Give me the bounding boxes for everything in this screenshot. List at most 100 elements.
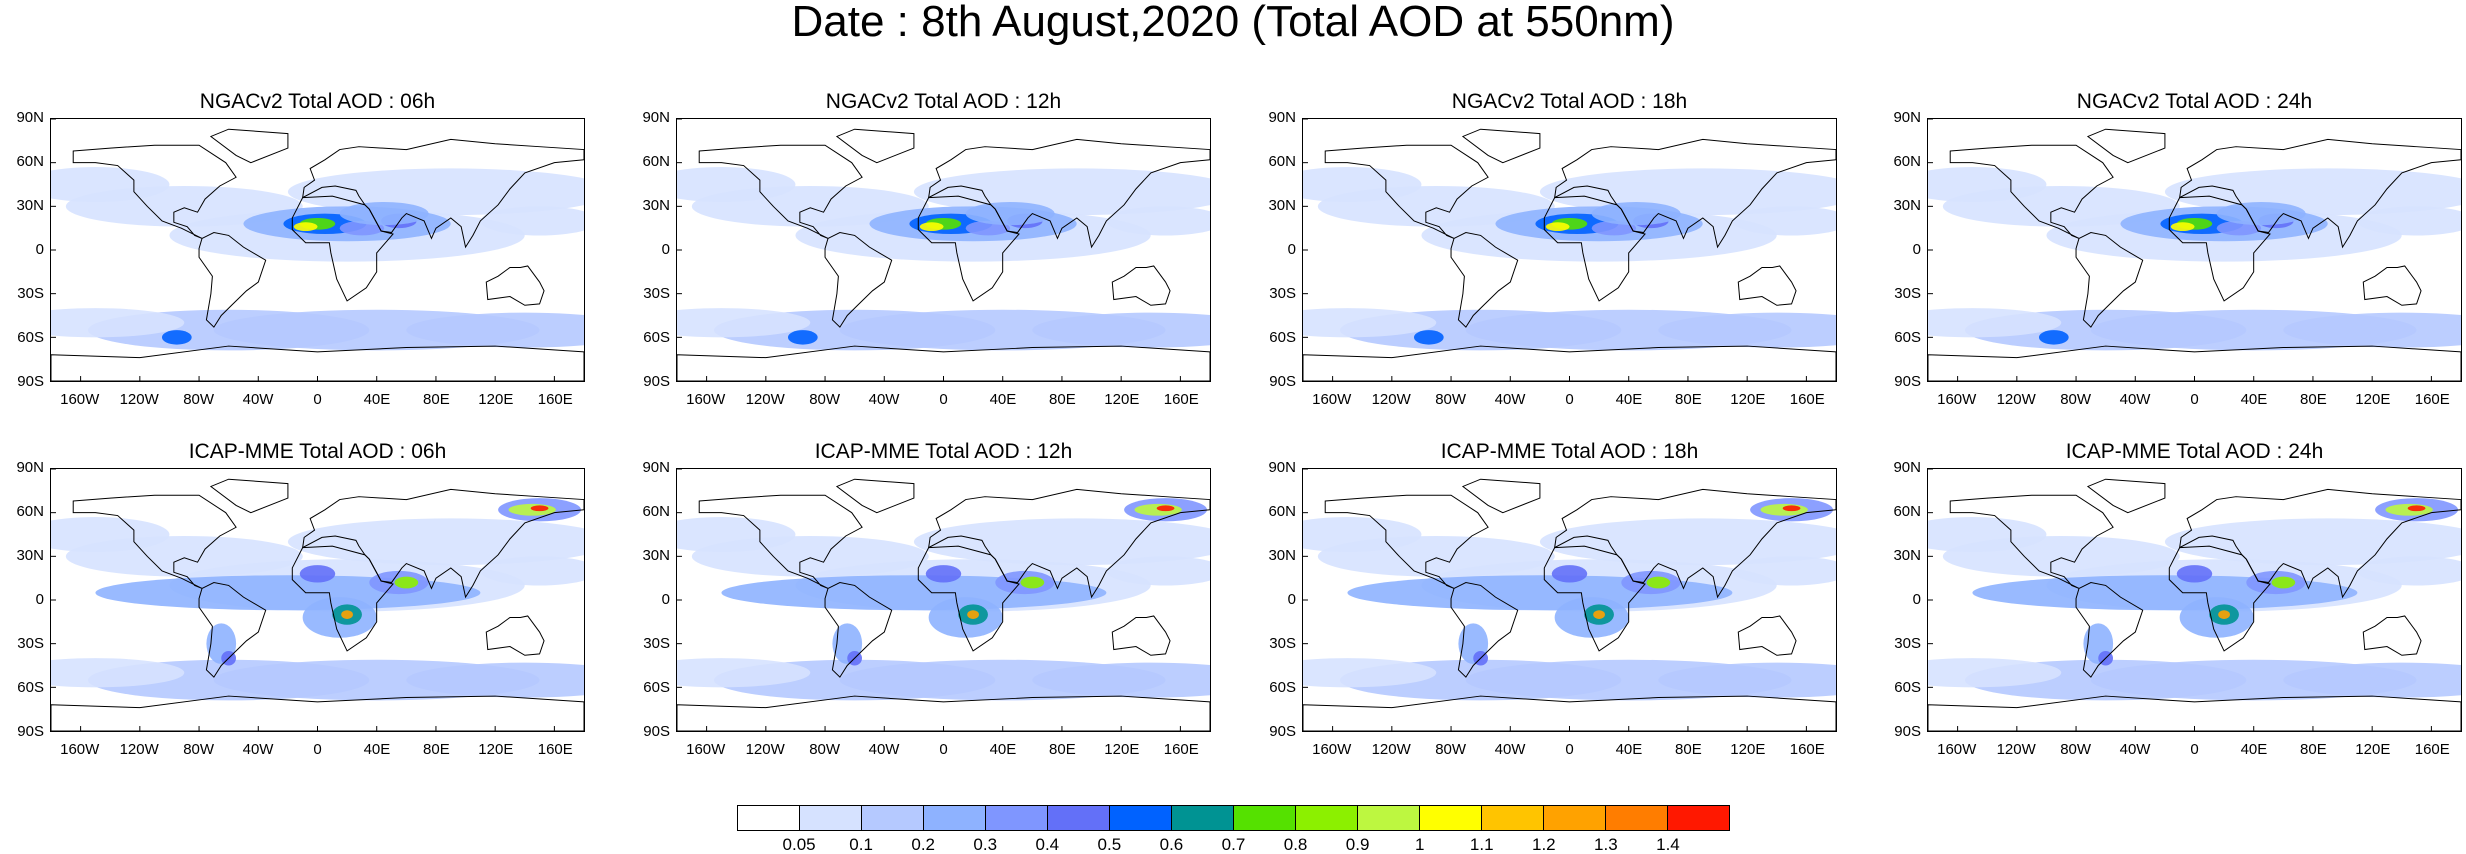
latitude-tick-label: 90N [642, 109, 670, 126]
world-map [676, 118, 1211, 382]
latitude-tick-label: 60N [1893, 503, 1921, 520]
latitude-tick-label: 30N [1893, 197, 1921, 214]
colorbar-tick-label: 0.1 [849, 835, 873, 854]
longitude-tick-label: 80W [1435, 391, 1467, 408]
panel-title: ICAP-MME Total AOD : 18h [1440, 440, 1699, 463]
world-map [50, 118, 585, 382]
longitude-tick-label: 0 [1565, 391, 1574, 408]
colorbar-tick-label: 0.7 [1221, 835, 1246, 854]
latitude-tick-label: 60N [1268, 503, 1296, 520]
longitude-tick-label: 120E [478, 391, 514, 408]
panel-title: NGACv2 Total AOD : 12h [825, 90, 1062, 113]
longitude-tick-label: 40W [1494, 741, 1526, 758]
panel-title: NGACv2 Total AOD : 06h [199, 90, 436, 113]
colorbar-tick-label: 0.4 [1035, 835, 1060, 854]
colorbar-swatch [862, 806, 924, 830]
longitude-tick-label: 120W [1996, 391, 2036, 408]
longitude-tick-label: 0 [2190, 741, 2199, 758]
longitude-tick-label: 160W [1312, 391, 1352, 408]
latitude-tick-label: 90S [1894, 373, 1921, 390]
longitude-tick-label: 80W [183, 741, 215, 758]
longitude-tick-label: 40E [363, 741, 391, 758]
colorbar-tick-label: 1.2 [1531, 835, 1556, 854]
longitude-tick-label: 0 [939, 741, 948, 758]
longitude-tick-label: 40W [242, 391, 274, 408]
latitude-tick-label: 60N [16, 503, 44, 520]
colorbar-tick-label: 0.5 [1097, 835, 1122, 854]
colorbar-swatch [1296, 806, 1358, 830]
latitude-tick-label: 60S [1269, 679, 1296, 696]
longitude-tick-label: 160W [1312, 741, 1352, 758]
panel-title: ICAP-MME Total AOD : 24h [2065, 440, 2324, 463]
longitude-tick-label: 160E [1789, 391, 1825, 408]
colorbar-swatch [800, 806, 862, 830]
map-panel-ngacv2-24h: NGACv2 Total AOD : 24h 90N 60N 30N 0 30S 60S 90… [1887, 90, 2462, 420]
longitude-tick-label: 80E [2300, 391, 2327, 408]
latitude-tick-label: 30N [642, 547, 670, 564]
panel-title: ICAP-MME Total AOD : 06h [188, 440, 447, 463]
latitude-tick-label: 30S [17, 285, 44, 302]
longitude-tick-label: 80W [183, 391, 215, 408]
latitude-tick-label: 60N [1268, 153, 1296, 170]
latitude-tick-label: 90N [16, 109, 44, 126]
latitude-tick-label: 90S [1894, 723, 1921, 740]
longitude-tick-label: 120E [478, 741, 514, 758]
longitude-tick-label: 0 [939, 391, 948, 408]
colorbar-tick-label: 1.3 [1594, 835, 1618, 854]
latitude-tick-label: 30S [17, 635, 44, 652]
longitude-tick-label: 80E [1675, 741, 1702, 758]
latitude-tick-label: 30N [16, 197, 44, 214]
latitude-tick-label: 30N [1268, 547, 1296, 564]
longitude-tick-label: 80W [2060, 391, 2092, 408]
longitude-tick-label: 120E [2355, 741, 2391, 758]
longitude-tick-label: 80W [1435, 741, 1467, 758]
longitude-tick-label: 40W [242, 741, 274, 758]
longitude-tick-label: 120W [745, 391, 785, 408]
colorbar-swatch [1544, 806, 1606, 830]
longitude-tick-label: 80E [1049, 391, 1076, 408]
longitude-tick-label: 80W [2060, 741, 2092, 758]
longitude-tick-label: 0 [313, 741, 322, 758]
latitude-tick-label: 60N [1893, 153, 1921, 170]
longitude-tick-label: 120E [1730, 741, 1766, 758]
latitude-tick-label: 90S [17, 373, 44, 390]
latitude-tick-label: 0 [1287, 591, 1296, 608]
panel-title: NGACv2 Total AOD : 24h [2076, 90, 2313, 113]
colorbar-swatch [1172, 806, 1234, 830]
longitude-tick-label: 160E [1163, 391, 1199, 408]
colorbar-tick-label: 0.8 [1283, 835, 1308, 854]
longitude-tick-label: 80E [1049, 741, 1076, 758]
longitude-tick-label: 40W [868, 741, 900, 758]
latitude-tick-label: 0 [1287, 241, 1296, 258]
colorbar-tick-label: 0.9 [1345, 835, 1370, 854]
latitude-tick-label: 60S [17, 679, 44, 696]
world-map [676, 468, 1211, 732]
latitude-tick-label: 90N [642, 459, 670, 476]
longitude-tick-label: 120W [745, 741, 785, 758]
colorbar-swatch [1606, 806, 1668, 830]
longitude-tick-label: 40W [1494, 391, 1526, 408]
latitude-tick-label: 90N [1268, 109, 1296, 126]
latitude-tick-label: 30S [643, 635, 670, 652]
latitude-tick-label: 30N [1893, 547, 1921, 564]
colorbar-swatch [1668, 806, 1729, 830]
longitude-tick-label: 40W [2119, 741, 2151, 758]
world-map [1302, 118, 1837, 382]
latitude-tick-label: 0 [1912, 591, 1921, 608]
colorbar-tick-label: 0.2 [911, 835, 935, 854]
panel-title: NGACv2 Total AOD : 18h [1451, 90, 1688, 113]
latitude-tick-label: 90N [1268, 459, 1296, 476]
colorbar-swatch [738, 806, 800, 830]
world-map [1927, 468, 2462, 732]
longitude-tick-label: 160W [686, 741, 726, 758]
longitude-tick-label: 160W [60, 741, 100, 758]
longitude-tick-label: 160E [2414, 741, 2450, 758]
latitude-tick-label: 60S [643, 679, 670, 696]
panel-title: ICAP-MME Total AOD : 12h [814, 440, 1073, 463]
latitude-tick-label: 30S [643, 285, 670, 302]
longitude-tick-label: 40W [868, 391, 900, 408]
latitude-tick-label: 0 [35, 591, 44, 608]
map-panel-icap-mme-12h: ICAP-MME Total AOD : 12h 90N 60N 30N 0 30S 60S… [636, 440, 1211, 770]
colorbar-tick-label: 1 [1414, 835, 1425, 854]
latitude-tick-label: 60S [1269, 329, 1296, 346]
